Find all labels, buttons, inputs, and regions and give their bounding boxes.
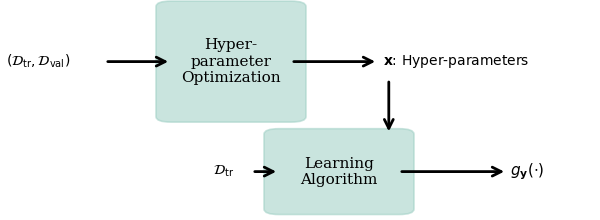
Text: $\mathcal{D}_{\mathrm{tr}}$: $\mathcal{D}_{\mathrm{tr}}$ xyxy=(213,164,234,179)
Text: $(\mathcal{D}_{\mathrm{tr}}, \mathcal{D}_{\mathrm{val}})$: $(\mathcal{D}_{\mathrm{tr}}, \mathcal{D}… xyxy=(6,53,70,70)
Text: Learning
Algorithm: Learning Algorithm xyxy=(301,156,377,187)
Text: $g_{\mathbf{y}}(\cdot)$: $g_{\mathbf{y}}(\cdot)$ xyxy=(510,161,544,182)
FancyBboxPatch shape xyxy=(156,1,306,122)
Text: $\mathbf{x}$: Hyper-parameters: $\mathbf{x}$: Hyper-parameters xyxy=(383,53,529,70)
Text: Hyper-
parameter
Optimization: Hyper- parameter Optimization xyxy=(181,38,281,85)
FancyBboxPatch shape xyxy=(264,129,414,214)
